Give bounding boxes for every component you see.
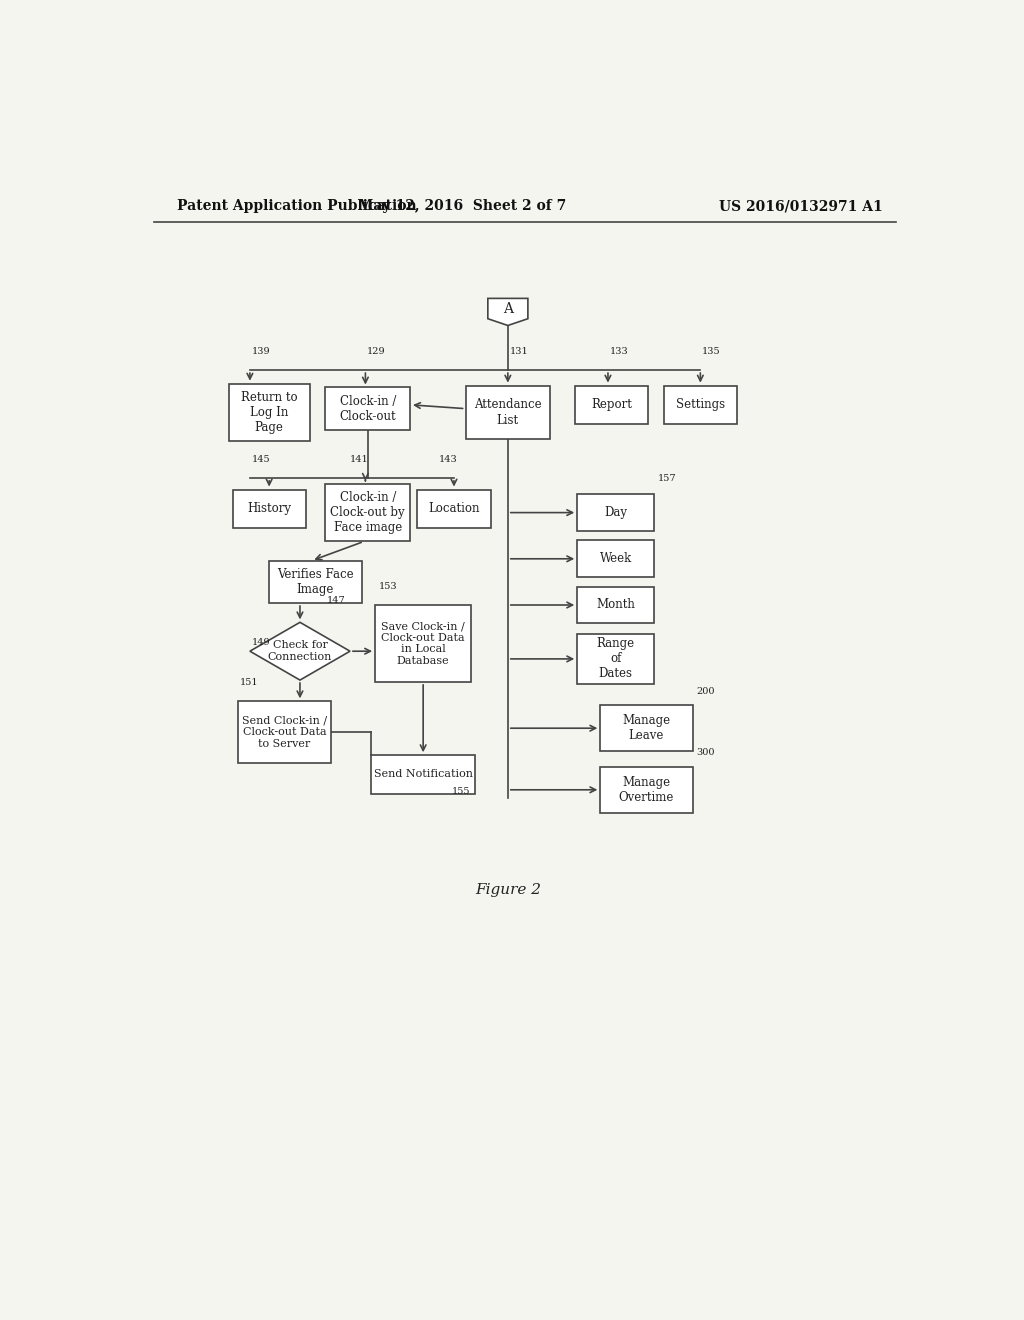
FancyBboxPatch shape [375,605,471,682]
Polygon shape [487,298,528,326]
Text: Send Clock-in /
Clock-out Data
to Server: Send Clock-in / Clock-out Data to Server [242,715,327,748]
FancyBboxPatch shape [228,384,309,441]
FancyBboxPatch shape [664,385,737,424]
Text: 141: 141 [350,455,369,465]
FancyBboxPatch shape [371,755,475,793]
Text: Clock-in /
Clock-out by
Face image: Clock-in / Clock-out by Face image [331,491,406,535]
Text: 149: 149 [252,639,270,647]
Text: 131: 131 [509,347,528,356]
FancyBboxPatch shape [578,634,654,684]
Text: 147: 147 [327,597,346,606]
Text: Return to
Log In
Page: Return to Log In Page [241,391,298,434]
FancyBboxPatch shape [232,490,306,528]
Text: Send Notification: Send Notification [374,770,473,779]
Text: Check for
Connection: Check for Connection [267,640,332,663]
FancyBboxPatch shape [578,540,654,577]
Text: 151: 151 [240,678,258,688]
Text: Save Clock-in /
Clock-out Data
in Local
Database: Save Clock-in / Clock-out Data in Local … [381,622,465,665]
Text: 145: 145 [252,455,270,465]
Text: May 12, 2016  Sheet 2 of 7: May 12, 2016 Sheet 2 of 7 [357,199,566,213]
Text: US 2016/0132971 A1: US 2016/0132971 A1 [719,199,883,213]
Text: Range
of
Dates: Range of Dates [597,638,635,680]
Text: History: History [247,502,291,515]
Text: 133: 133 [609,347,629,356]
Text: Figure 2: Figure 2 [475,883,541,896]
Text: 153: 153 [379,582,397,591]
Text: Manage
Leave: Manage Leave [623,714,671,742]
FancyBboxPatch shape [466,385,550,440]
Text: 139: 139 [252,347,270,356]
FancyBboxPatch shape [326,388,410,430]
Text: 129: 129 [367,347,386,356]
FancyBboxPatch shape [418,490,490,528]
FancyBboxPatch shape [239,701,331,763]
Text: Patent Application Publication: Patent Application Publication [177,199,417,213]
Text: A: A [503,301,513,315]
Text: Settings: Settings [676,399,725,412]
FancyBboxPatch shape [600,705,692,751]
FancyBboxPatch shape [600,767,692,813]
Text: Day: Day [604,506,627,519]
Text: Verifies Face
Image: Verifies Face Image [278,568,353,595]
FancyBboxPatch shape [578,494,654,531]
Text: 135: 135 [701,347,721,356]
FancyBboxPatch shape [269,561,361,603]
Text: 155: 155 [452,787,471,796]
Text: 157: 157 [658,474,677,483]
Text: Clock-in /
Clock-out: Clock-in / Clock-out [339,395,396,422]
Text: Report: Report [592,399,632,412]
Text: Month: Month [596,598,635,611]
Text: 200: 200 [696,686,715,696]
FancyBboxPatch shape [578,586,654,623]
FancyBboxPatch shape [575,385,648,424]
Text: Attendance
List: Attendance List [474,399,542,426]
Text: Week: Week [599,552,632,565]
Text: Manage
Overtime: Manage Overtime [618,776,674,804]
FancyBboxPatch shape [326,483,410,541]
Text: 143: 143 [438,455,458,465]
Text: 300: 300 [696,748,715,758]
Polygon shape [250,622,350,680]
Text: Location: Location [428,502,479,515]
